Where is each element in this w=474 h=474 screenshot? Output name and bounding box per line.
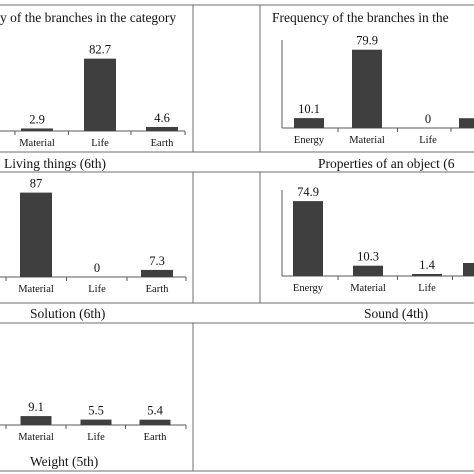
bar — [20, 192, 52, 277]
bar — [294, 118, 324, 128]
bar — [80, 419, 112, 425]
data-label: 2.9 — [29, 112, 45, 126]
data-label: 9.1 — [28, 400, 44, 414]
data-label: 0 — [425, 112, 431, 126]
bar — [459, 118, 474, 128]
category-label: Energy — [294, 135, 325, 146]
bar — [84, 58, 116, 132]
bar — [141, 269, 173, 277]
caption-bottom-left: Weight (5th) — [30, 454, 98, 469]
data-label: 10.3 — [357, 250, 379, 264]
data-label: 5.4 — [147, 404, 163, 418]
data-label: 79.9 — [356, 34, 378, 48]
header-left: y of the branches in the category — [0, 10, 176, 25]
bar — [293, 201, 323, 276]
bar — [353, 265, 383, 276]
caption-top-left: Living things (6th) — [4, 156, 106, 171]
data-label: 7.3 — [149, 254, 165, 268]
category-label: Life — [418, 283, 436, 294]
category-label: Earth — [151, 138, 174, 149]
category-label: Life — [91, 138, 109, 149]
category-label: Material — [18, 432, 54, 443]
data-label: 82.7 — [89, 43, 111, 57]
bar — [412, 274, 442, 276]
category-label: Material — [350, 283, 386, 294]
chart-living-things: 2.9 Material 82.7 Life 4.6 Earth — [0, 43, 186, 149]
bar — [352, 49, 382, 128]
bar — [139, 419, 171, 425]
caption-middle-left: Solution (6th) — [30, 306, 105, 321]
category-label: Life — [87, 432, 105, 443]
panel-frames — [0, 4, 474, 472]
caption-top-right: Properties of an object (6 — [318, 156, 455, 171]
category-label: Life — [88, 284, 106, 295]
data-label: 5.5 — [88, 404, 104, 418]
chart-solution: 87 Material 0 Life 7.3 Earth — [0, 177, 187, 295]
category-label: Material — [349, 135, 385, 146]
data-label: 1.4 — [419, 258, 435, 272]
caption-middle-right: Sound (4th) — [364, 306, 428, 321]
header-right: Frequency of the branches in the — [272, 10, 449, 25]
category-label: Material — [18, 284, 54, 295]
bar — [146, 126, 178, 131]
chart-weight: 9.1 Material 5.5 Life 5.4 Earth — [0, 400, 187, 443]
data-label: 74.9 — [297, 185, 319, 199]
category-label: Material — [19, 138, 55, 149]
chart-properties-of-an-object: 10.1 Energy 79.9 Material 0 Life — [281, 34, 474, 146]
category-label: Earth — [144, 432, 167, 443]
category-label: Earth — [146, 284, 169, 295]
bar — [463, 263, 474, 276]
bar — [21, 128, 53, 131]
data-label: 87 — [30, 177, 43, 191]
category-label: Energy — [293, 283, 324, 294]
category-label: Life — [419, 135, 437, 146]
bar — [20, 416, 52, 425]
data-label: 10.1 — [298, 102, 320, 116]
data-label: 0 — [94, 261, 100, 275]
data-label: 4.6 — [154, 111, 170, 125]
